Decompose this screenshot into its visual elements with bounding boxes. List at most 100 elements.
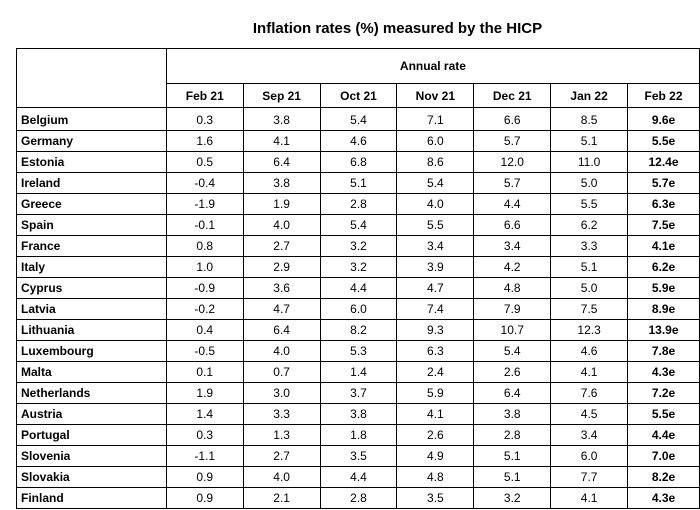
value-cell: 3.2 [473, 487, 552, 509]
table-row: Greece -1.9 1.9 2.8 4.0 4.4 5.5 6.3e [16, 193, 700, 215]
value-cell: 7.9 [473, 298, 552, 320]
value-cell: 7.8e [627, 340, 700, 362]
value-cell: 7.6 [550, 382, 629, 404]
value-cell: 5.0 [550, 172, 629, 194]
value-cell: 4.5 [550, 403, 629, 425]
value-cell: 4.1 [396, 403, 475, 425]
value-cell: 4.0 [242, 340, 321, 362]
value-cell: 0.9 [165, 466, 244, 488]
value-cell: -0.1 [165, 214, 244, 236]
table-row: Slovenia -1.1 2.7 3.5 4.9 5.1 6.0 7.0e [16, 445, 700, 467]
value-cell: 0.5 [165, 151, 244, 173]
table-row: Latvia -0.2 4.7 6.0 7.4 7.9 7.5 8.9e [16, 298, 700, 320]
value-cell: 2.9 [242, 256, 321, 278]
table-row: Slovakia 0.9 4.0 4.4 4.8 5.1 7.7 8.2e [16, 466, 700, 488]
value-cell: 3.7 [319, 382, 398, 404]
value-cell: 5.4 [396, 172, 475, 194]
value-cell: 3.8 [242, 107, 321, 131]
value-cell: 8.5 [550, 107, 629, 131]
table-row: Finland 0.9 2.1 2.8 3.5 3.2 4.1 4.3e [16, 487, 700, 509]
value-cell: 5.9 [396, 382, 475, 404]
value-cell: 4.3e [627, 487, 700, 509]
value-cell: -0.9 [165, 277, 244, 299]
value-cell: 12.4e [627, 151, 700, 173]
value-cell: 0.4 [165, 319, 244, 341]
table-row: Lithuania 0.4 6.4 8.2 9.3 10.7 12.3 13.9e [16, 319, 700, 341]
table-row: Belgium 0.3 3.8 5.4 7.1 6.6 8.5 9.6e [16, 107, 700, 131]
country-cell: Cyprus [16, 277, 167, 299]
value-cell: 1.4 [319, 361, 398, 383]
country-cell: Belgium [16, 107, 167, 131]
value-cell: 3.0 [242, 382, 321, 404]
value-cell: 11.0 [550, 151, 629, 173]
value-cell: 6.3 [396, 340, 475, 362]
table-row: Netherlands 1.9 3.0 3.7 5.9 6.4 7.6 7.2e [16, 382, 700, 404]
country-cell: Luxembourg [16, 340, 167, 362]
country-cell: Portugal [16, 424, 167, 446]
column-header: Oct 21 [319, 83, 398, 108]
country-cell: Greece [16, 193, 167, 215]
value-cell: 12.3 [550, 319, 629, 341]
country-cell: Malta [16, 361, 167, 383]
value-cell: 7.5e [627, 214, 700, 236]
value-cell: 1.9 [165, 382, 244, 404]
table-row: Italy 1.0 2.9 3.2 3.9 4.2 5.1 6.2e [16, 256, 700, 278]
value-cell: 5.9e [627, 277, 700, 299]
value-cell: 2.4 [396, 361, 475, 383]
value-cell: 5.5 [550, 193, 629, 215]
value-cell: 4.4 [319, 277, 398, 299]
value-cell: 5.1 [550, 130, 629, 152]
value-cell: 7.1 [396, 107, 475, 131]
value-cell: 3.9 [396, 256, 475, 278]
value-cell: 6.8 [319, 151, 398, 173]
value-cell: 0.3 [165, 107, 244, 131]
value-cell: 2.7 [242, 235, 321, 257]
value-cell: 3.4 [550, 424, 629, 446]
value-cell: 0.9 [165, 487, 244, 509]
value-cell: -0.2 [165, 298, 244, 320]
country-cell: Estonia [16, 151, 167, 173]
value-cell: 3.8 [319, 403, 398, 425]
value-cell: 5.0 [550, 277, 629, 299]
value-cell: 4.7 [396, 277, 475, 299]
table-row: Portugal 0.3 1.3 1.8 2.6 2.8 3.4 4.4e [16, 424, 700, 446]
group-header-annual-rate: Annual rate [165, 47, 700, 85]
value-cell: 7.5 [550, 298, 629, 320]
country-cell: Slovenia [16, 445, 167, 467]
value-cell: 5.4 [319, 214, 398, 236]
country-cell: Italy [16, 256, 167, 278]
value-cell: 5.1 [473, 466, 552, 488]
value-cell: 0.7 [242, 361, 321, 383]
value-cell: 4.4 [319, 466, 398, 488]
table-row: Estonia 0.5 6.4 6.8 8.6 12.0 11.0 12.4e [16, 151, 700, 173]
value-cell: 0.1 [165, 361, 244, 383]
table-row: Cyprus -0.9 3.6 4.4 4.7 4.8 5.0 5.9e [16, 277, 700, 299]
inflation-table: Annual rate Feb 21 Sep 21 Oct 21 Nov 21 Dec … [16, 47, 700, 509]
value-cell: 7.0e [627, 445, 700, 467]
value-cell: 5.7 [473, 130, 552, 152]
country-cell: Latvia [16, 298, 167, 320]
value-cell: 2.8 [319, 193, 398, 215]
country-cell: Finland [16, 487, 167, 509]
table-title: Inflation rates (%) measured by the HICP [252, 20, 543, 37]
value-cell: 4.1 [550, 361, 629, 383]
value-cell: 2.7 [242, 445, 321, 467]
value-cell: 3.4 [473, 235, 552, 257]
value-cell: 8.2 [319, 319, 398, 341]
value-cell: 6.6 [473, 214, 552, 236]
value-cell: 8.9e [627, 298, 700, 320]
value-cell: 3.3 [242, 403, 321, 425]
column-header: Feb 22 [627, 83, 700, 108]
value-cell: 3.2 [319, 256, 398, 278]
value-cell: 3.5 [319, 445, 398, 467]
country-cell: Ireland [16, 172, 167, 194]
value-cell: 4.1e [627, 235, 700, 257]
column-header: Feb 21 [165, 83, 244, 108]
value-cell: 4.6 [550, 340, 629, 362]
table-row: Spain -0.1 4.0 5.4 5.5 6.6 6.2 7.5e [16, 214, 700, 236]
value-cell: 4.7 [242, 298, 321, 320]
value-cell: 4.6 [319, 130, 398, 152]
value-cell: 2.8 [473, 424, 552, 446]
value-cell: 6.4 [242, 151, 321, 173]
value-cell: -1.9 [165, 193, 244, 215]
